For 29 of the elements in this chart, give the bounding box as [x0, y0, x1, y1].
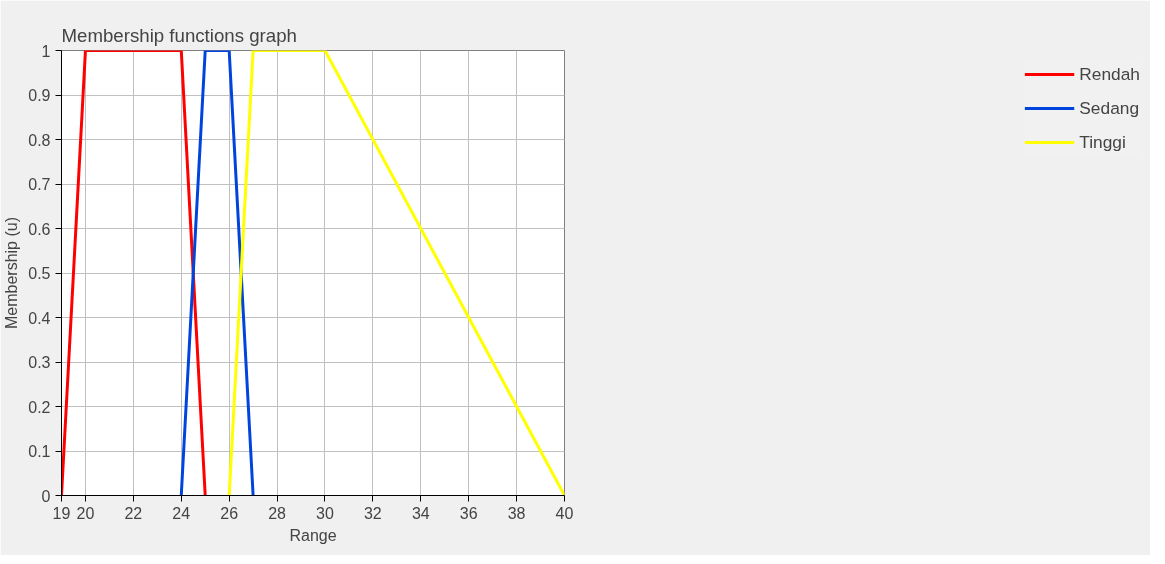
x-tick-label: 34	[411, 504, 430, 522]
x-tick-label: 36	[459, 504, 478, 522]
y-tick-label: 0.1	[28, 443, 51, 460]
y-tick-label: 0.5	[28, 265, 51, 282]
chart-title: Membership functions graph	[61, 24, 297, 46]
y-tick-label: 0.4	[28, 309, 51, 327]
y-tick-label: 0.2	[28, 398, 51, 416]
y-tick-label: 0	[41, 487, 51, 505]
y-tick-label: 0.7	[28, 176, 51, 193]
x-tick-label: 26	[220, 504, 239, 522]
legend-label: Rendah	[1079, 63, 1140, 85]
x-tick-label: 22	[124, 504, 143, 522]
legend-label: Sedang	[1079, 97, 1140, 119]
x-tick-label: 30	[316, 504, 334, 522]
legend-label: Tinggi	[1079, 131, 1126, 153]
x-tick-label: 38	[507, 504, 526, 522]
y-tick-label: 1	[41, 42, 51, 60]
x-axis-title: Range	[289, 526, 337, 544]
x-tick-label: 40	[555, 504, 574, 522]
x-tick-label: 28	[268, 504, 287, 522]
x-tick-label: 19	[52, 504, 71, 522]
y-tick-label: 0.3	[28, 354, 51, 371]
y-tick-label: 0.8	[28, 131, 51, 149]
x-tick-label: 20	[76, 504, 95, 522]
y-tick-label: 0.9	[28, 87, 51, 104]
x-tick-label: 32	[363, 504, 382, 522]
y-axis-title: Membership (u)	[3, 216, 21, 330]
y-tick-label: 0.6	[28, 220, 51, 238]
x-tick-label: 24	[172, 504, 191, 522]
